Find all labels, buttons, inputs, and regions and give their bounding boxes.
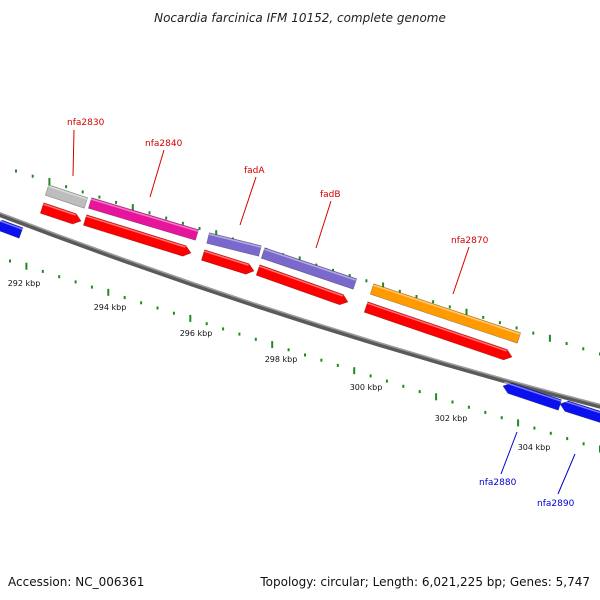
scale-labels: 292 kbp 294 kbp 296 kbp 298 kbp 300 kbp 302 k… [8, 279, 551, 452]
cds-feature[interactable] [83, 214, 192, 257]
gene-labels: nfa2830 nfa2840 fadA fadB nfa2870 nfa2880 nfa2… [67, 118, 575, 509]
scale-label: 304 kbp [518, 443, 551, 452]
gene-nfa2830[interactable] [44, 184, 89, 209]
gene-label-fadB[interactable]: fadB [320, 190, 341, 200]
scale-label: 302 kbp [435, 414, 468, 423]
leader-nfa2890 [557, 453, 576, 495]
gene-label-nfa2890[interactable]: nfa2890 [537, 499, 575, 509]
gene-label-nfa2880[interactable]: nfa2880 [479, 478, 517, 488]
cds-feature[interactable] [363, 301, 513, 361]
leader-fadA [239, 176, 257, 226]
gene-fadA[interactable] [206, 232, 262, 257]
leader-nfa2870 [452, 246, 470, 295]
gene-nfa2880[interactable] [502, 381, 563, 411]
gene-label-nfa2830[interactable]: nfa2830 [67, 118, 105, 128]
map-title: Nocardia farcinica IFM 10152, complete g… [154, 11, 446, 25]
gene-label-leaders [72, 129, 576, 495]
gene-nfa2870[interactable] [369, 283, 522, 344]
topology-text: Topology: circular; Length: 6,021,225 bp… [259, 575, 590, 589]
gene-reverse-left[interactable] [0, 219, 24, 239]
scale-label: 292 kbp [8, 279, 41, 288]
gene-label-nfa2870[interactable]: nfa2870 [451, 236, 489, 246]
gene-features [0, 184, 600, 425]
cds-feature[interactable] [201, 249, 255, 275]
gene-label-fadA[interactable]: fadA [244, 166, 265, 176]
scale-label: 300 kbp [350, 383, 383, 392]
genome-backbone [0, 211, 600, 409]
leader-nfa2830 [72, 129, 75, 177]
accession-text: Accession: NC_006361 [8, 575, 144, 589]
gene-label-nfa2840[interactable]: nfa2840 [145, 139, 183, 149]
gene-fadB[interactable] [260, 247, 358, 290]
scale-label: 294 kbp [94, 303, 127, 312]
leader-nfa2880 [500, 431, 518, 475]
gene-nfa2840[interactable] [88, 197, 199, 241]
leader-nfa2840 [149, 149, 165, 198]
scale-label: 296 kbp [180, 329, 213, 338]
cds-feature[interactable] [255, 264, 349, 306]
scale-label: 298 kbp [265, 355, 298, 364]
leader-fadB [315, 200, 332, 249]
cds-feature[interactable] [39, 202, 82, 225]
gene-nfa2890[interactable] [559, 399, 600, 425]
